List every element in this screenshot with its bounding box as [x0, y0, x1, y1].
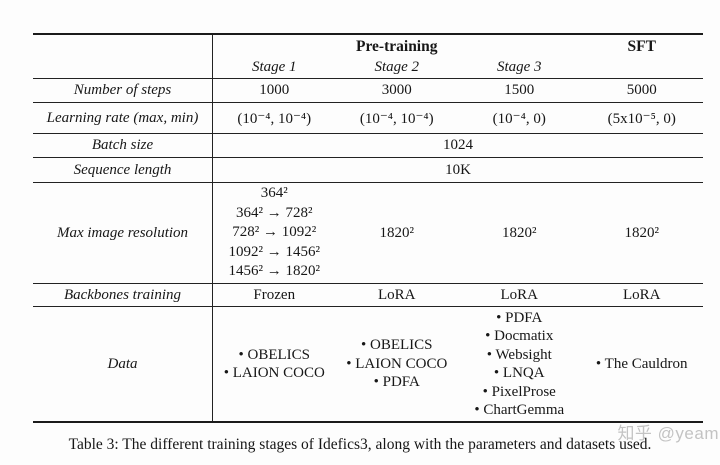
table-row-backbones-training: Backbones training Frozen LoRA LoRA LoRA: [33, 284, 703, 307]
table-row-batch-size: Batch size 1024: [33, 134, 703, 158]
steps-sft-value: 5000: [626, 82, 657, 98]
row-label: Max image resolution: [33, 183, 213, 283]
header-label-cell-empty: [33, 35, 213, 78]
header-data-area: Pre-training SFT Stage 1 Stage 2 Stage 3: [213, 35, 703, 78]
lr-stage1-value: (10⁻⁴, 10⁻⁴): [237, 110, 312, 127]
maxres-stage1-value: 364² 364² → 728² 728² → 1092² 1092² → 14…: [228, 185, 321, 280]
table-row-number-of-steps: Number of steps 1000 3000 1500 5000: [33, 79, 703, 103]
sft-group-header: SFT: [627, 37, 656, 55]
table-row-sequence-length: Sequence length 10K: [33, 158, 703, 183]
table-row-max-image-resolution: Max image resolution 364² 364² → 728² 72…: [33, 183, 703, 284]
table-row-learning-rate: Learning rate (max, min) (10⁻⁴, 10⁻⁴) (1…: [33, 103, 703, 134]
row-label: Data: [33, 307, 213, 421]
steps-stage3-value: 1500: [504, 82, 535, 98]
backbones-sft-value: LoRA: [623, 286, 661, 303]
row-label: Learning rate (max, min): [33, 103, 213, 133]
maxres-sft-value: 1820²: [624, 224, 660, 241]
backbones-stage1-value: Frozen: [253, 286, 296, 303]
stage3-header: Stage 3: [496, 59, 542, 75]
row-label: Sequence length: [33, 158, 213, 182]
header-stage-line: Stage 1 Stage 2 Stage 3: [213, 58, 703, 78]
data-stage2-list: • OBELICS • LAION COCO • PDFA: [346, 337, 448, 391]
backbones-stage2-value: LoRA: [378, 286, 416, 303]
training-stages-table: Pre-training SFT Stage 1 Stage 2 Stage 3…: [33, 33, 703, 423]
sequence-length-value: 10K: [445, 161, 471, 178]
maxres-stage2-value: 1820²: [379, 224, 415, 241]
table-caption: Table 3: The different training stages o…: [68, 436, 652, 453]
data-stage3-list: • PDFA • Docmatix • Websight • LNQA • Pi…: [474, 309, 565, 419]
steps-stage2-value: 3000: [381, 82, 412, 98]
data-sft-list: • The Cauldron: [595, 355, 688, 372]
lr-sft-value: (5x10⁻⁵, 0): [607, 110, 676, 127]
backbones-stage3-value: LoRA: [500, 286, 539, 303]
lr-stage2-value: (10⁻⁴, 10⁻⁴): [359, 110, 434, 127]
lr-stage3-value: (10⁻⁴, 0): [492, 110, 546, 127]
pretraining-group-header: Pre-training: [355, 37, 438, 55]
header-group-line: Pre-training SFT: [213, 36, 703, 58]
stage2-header: Stage 2: [374, 59, 420, 75]
table-header-row: Pre-training SFT Stage 1 Stage 2 Stage 3: [33, 35, 703, 79]
batch-size-value: 1024: [443, 137, 473, 153]
steps-stage1-value: 1000: [259, 82, 290, 98]
table-row-data: Data • OBELICS • LAION COCO • OBELICS • …: [33, 307, 703, 421]
row-label: Backbones training: [33, 284, 213, 306]
data-stage1-list: • OBELICS • LAION COCO: [223, 346, 325, 382]
stage1-header: Stage 1: [251, 59, 297, 75]
maxres-stage3-value: 1820²: [502, 224, 537, 241]
row-label: Number of steps: [33, 79, 213, 102]
row-label: Batch size: [33, 134, 213, 157]
